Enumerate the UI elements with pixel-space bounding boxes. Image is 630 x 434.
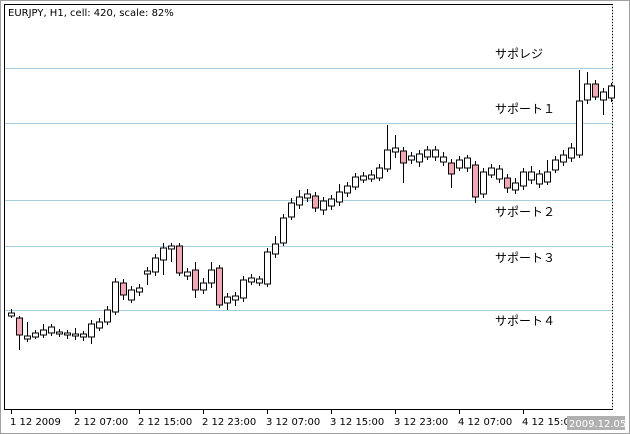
candle-body — [8, 312, 15, 317]
candle-body — [272, 243, 279, 255]
candle-body — [248, 277, 255, 283]
chart-title: EURJPY, H1, cell: 420, scale: 82% — [8, 8, 174, 19]
candle-body — [368, 174, 375, 180]
candle-body — [136, 287, 143, 293]
candle-body — [464, 157, 471, 169]
candle-body — [536, 173, 543, 185]
candle-body — [128, 289, 135, 301]
candle-body — [352, 176, 359, 188]
candle-body — [448, 162, 455, 175]
candle-body — [200, 282, 207, 291]
candle-body — [304, 193, 311, 199]
candle-body — [64, 332, 71, 336]
candle-body — [312, 195, 319, 209]
candle-body — [584, 83, 591, 101]
date-marker-box — [567, 416, 625, 430]
level-label: サポート１ — [495, 102, 555, 116]
x-tick-label: 2 12 07:00 — [74, 417, 128, 428]
candle-body — [40, 329, 47, 336]
candle-body — [520, 171, 527, 187]
candle-body — [360, 175, 367, 181]
candle-body — [256, 278, 263, 284]
candle-body — [608, 85, 615, 99]
candle-body — [32, 332, 39, 338]
candle-body — [232, 295, 239, 301]
candle-body — [336, 191, 343, 203]
candle-body — [504, 177, 511, 189]
candle-body — [488, 167, 495, 176]
candle-body — [192, 269, 199, 291]
candle-body — [80, 333, 87, 338]
candle-body — [512, 182, 519, 191]
x-tick-label: 2 12 15:00 — [138, 417, 192, 428]
candle-body — [48, 326, 55, 334]
candle-body — [384, 149, 391, 170]
candle-body — [416, 153, 423, 163]
candle-body — [576, 100, 583, 156]
candle-body — [144, 270, 151, 275]
candle-body — [544, 171, 551, 183]
level-label: サポート４ — [495, 314, 555, 328]
level-label: サポート３ — [495, 251, 555, 265]
candle-body — [432, 149, 439, 158]
candle-body — [176, 245, 183, 274]
candle-body — [408, 155, 415, 161]
candle-body — [456, 159, 463, 169]
level-label: サポート２ — [495, 205, 555, 219]
candle-body — [72, 333, 79, 337]
candle-body — [328, 198, 335, 207]
candle-body — [240, 279, 247, 299]
x-tick-label: 3 12 07:00 — [266, 417, 320, 428]
candle-body — [528, 171, 535, 181]
level-label: サポレジ — [495, 47, 543, 61]
candle-body — [160, 247, 167, 261]
candle-body — [216, 267, 223, 306]
candle-body — [296, 196, 303, 206]
candle-body — [480, 171, 487, 195]
candle-body — [56, 331, 63, 335]
candle-body — [592, 83, 599, 98]
candle-body — [184, 271, 191, 277]
candle-body — [440, 156, 447, 163]
candle-body — [88, 323, 95, 338]
candle-body — [16, 317, 23, 336]
candle-body — [600, 91, 607, 101]
candle-body — [392, 147, 399, 153]
candle-body — [344, 185, 351, 194]
candle-body — [320, 200, 327, 211]
x-tick-label: 3 12 23:00 — [394, 417, 448, 428]
candle-body — [280, 217, 287, 244]
candle-body — [472, 164, 479, 198]
candle-body — [400, 150, 407, 164]
date-marker: 2009.12.05 — [569, 419, 626, 430]
candle-body — [496, 168, 503, 180]
x-tick-label: 2 12 23:00 — [202, 417, 256, 428]
candle-body — [568, 147, 575, 159]
candle-body — [224, 296, 231, 304]
x-tick-label: 4 12 07:00 — [458, 417, 512, 428]
candle-body — [112, 281, 119, 313]
candle-body — [168, 245, 175, 250]
candle-body — [152, 257, 159, 273]
candle-body — [96, 321, 103, 329]
candle-body — [288, 202, 295, 218]
candle-body — [264, 251, 271, 285]
candle-body — [552, 159, 559, 171]
candle-body — [104, 309, 111, 323]
candle-body — [208, 269, 215, 284]
candle-body — [120, 282, 127, 296]
candle-body — [560, 154, 567, 163]
candle-body — [376, 167, 383, 179]
x-tick-label: 4 12 15:00 — [522, 417, 576, 428]
x-tick-label: 1 12 2009 — [10, 417, 61, 428]
candle-body — [24, 335, 31, 340]
candle-body — [424, 149, 431, 158]
x-tick-label: 3 12 15:00 — [330, 417, 384, 428]
